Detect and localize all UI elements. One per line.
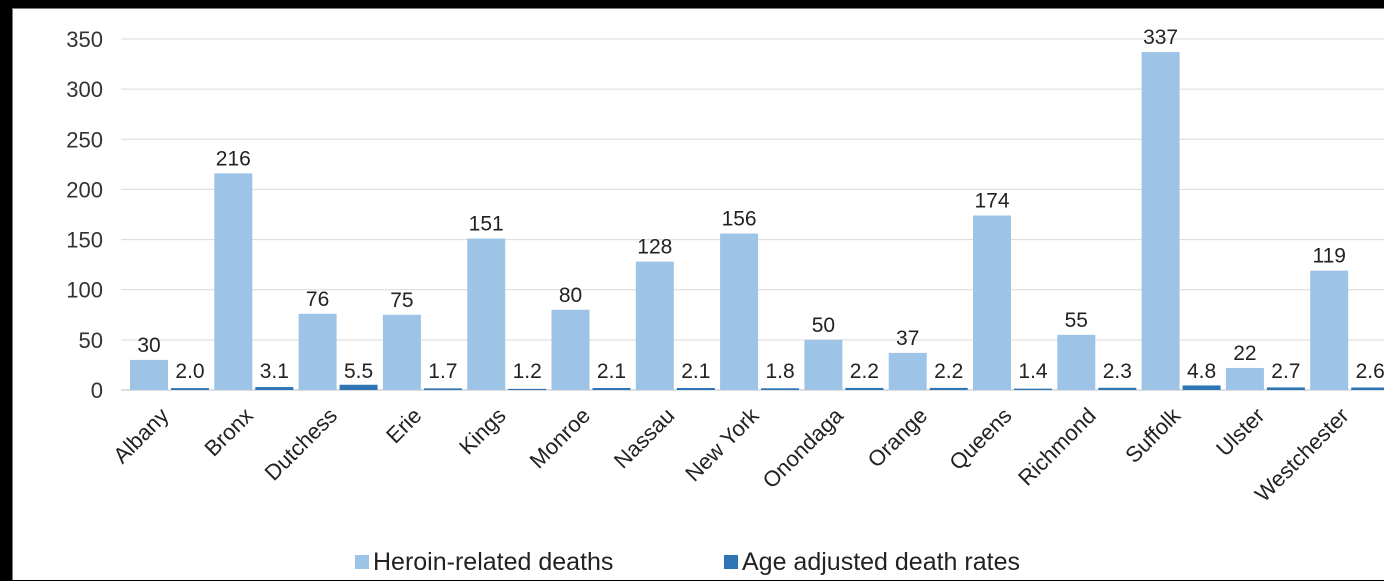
bar-heroin-deaths	[383, 315, 421, 390]
data-label-heroin-deaths: 76	[306, 288, 329, 311]
data-label-death-rate: 2.7	[1271, 360, 1300, 383]
data-label-death-rate: 2.6	[1356, 360, 1384, 383]
data-label-death-rate: 2.2	[934, 360, 963, 383]
bar-heroin-deaths	[1226, 368, 1264, 390]
y-tick-label: 0	[91, 378, 103, 403]
bar-heroin-deaths	[973, 216, 1011, 390]
bar-heroin-deaths	[467, 239, 505, 390]
x-category-label: Erie	[381, 403, 426, 448]
bar-death-rate	[171, 388, 209, 390]
bar-heroin-deaths	[1310, 271, 1348, 390]
data-label-heroin-deaths: 151	[469, 213, 504, 236]
data-label-heroin-deaths: 119	[1312, 245, 1345, 268]
data-label-death-rate: 2.2	[850, 360, 879, 383]
bar-heroin-deaths	[299, 314, 337, 390]
bar-death-rate	[1014, 389, 1052, 390]
legend-label-heroin-deaths: Heroin-related deaths	[373, 548, 613, 576]
bar-death-rate	[340, 385, 378, 390]
chart-panel: 0 50 100 150 200 250 300 350 30 2.0 216 3.1 76 5.5 75…	[12, 8, 1384, 580]
data-label-heroin-deaths: 156	[722, 208, 757, 231]
bar-death-rate	[677, 388, 715, 390]
bar-death-rate	[1098, 388, 1136, 390]
data-label-heroin-deaths: 216	[216, 147, 251, 170]
data-label-death-rate: 1.7	[428, 360, 457, 383]
x-category-label: Onondaga	[758, 402, 849, 493]
bar-heroin-deaths	[636, 262, 674, 390]
bar-death-rate	[1351, 388, 1384, 390]
x-category-label: Ulster	[1211, 403, 1269, 461]
y-tick-label: 250	[66, 127, 103, 152]
x-category-label: Queens	[944, 403, 1016, 475]
data-label-death-rate: 5.5	[344, 360, 373, 383]
bar-heroin-deaths	[889, 353, 927, 390]
bar-heroin-deaths	[804, 340, 842, 390]
bar-death-rate	[761, 388, 799, 390]
data-label-heroin-deaths: 174	[974, 190, 1009, 213]
bar-heroin-deaths	[130, 360, 168, 390]
data-label-heroin-deaths: 22	[1233, 342, 1256, 365]
data-label-heroin-deaths: 75	[390, 289, 413, 312]
bar-death-rate	[508, 389, 546, 390]
data-label-heroin-deaths: 30	[137, 334, 160, 357]
x-category-label: Richmond	[1013, 403, 1101, 491]
data-label-death-rate: 1.2	[513, 360, 542, 383]
bar-death-rate	[1267, 387, 1305, 390]
bar-death-rate	[930, 388, 968, 390]
data-label-heroin-deaths: 128	[637, 236, 672, 259]
y-tick-label: 150	[66, 228, 103, 253]
bar-death-rate	[593, 388, 631, 390]
bar-death-rate	[1183, 385, 1221, 390]
x-category-label: Orange	[863, 403, 933, 473]
data-label-heroin-deaths: 337	[1143, 26, 1178, 49]
x-category-label: Bronx	[200, 403, 258, 461]
bar-death-rate	[845, 388, 883, 390]
bar-heroin-deaths	[1142, 52, 1180, 390]
data-label-heroin-deaths: 50	[812, 314, 835, 337]
y-tick-label: 300	[66, 77, 103, 102]
legend-label-death-rates: Age adjusted death rates	[742, 548, 1020, 576]
data-label-death-rate: 2.1	[597, 360, 626, 383]
bar-heroin-deaths	[720, 234, 758, 390]
bar-heroin-deaths	[214, 173, 252, 390]
data-label-death-rate: 2.0	[175, 360, 204, 383]
legend-swatch-death-rates	[724, 555, 738, 569]
x-category-label: Dutchess	[260, 403, 343, 486]
y-tick-label: 200	[66, 177, 103, 202]
y-tick-label: 350	[66, 27, 103, 52]
y-axis: 0 50 100 150 200 250 300 350	[66, 27, 103, 403]
bar-chart: 0 50 100 150 200 250 300 350 30 2.0 216 3.1 76 5.5 75…	[13, 9, 1384, 581]
legend-swatch-heroin-deaths	[355, 555, 369, 569]
data-label-death-rate: 4.8	[1187, 360, 1216, 383]
data-label-death-rate: 3.1	[260, 360, 289, 383]
bar-death-rate	[424, 388, 462, 390]
x-axis: Albany Bronx Dutchess Erie Kings Monroe Nassau…	[108, 402, 1353, 507]
x-category-label: Albany	[108, 403, 173, 468]
data-label-heroin-deaths: 80	[559, 284, 582, 307]
legend: Heroin-related deaths Age adjusted death…	[355, 548, 1020, 576]
data-label-heroin-deaths: 37	[896, 327, 919, 350]
y-tick-label: 50	[79, 328, 103, 353]
bars	[130, 52, 1384, 390]
y-tick-label: 100	[66, 278, 103, 303]
data-label-heroin-deaths: 55	[1065, 309, 1088, 332]
x-category-label: Suffolk	[1120, 402, 1186, 468]
data-label-death-rate: 1.4	[1018, 360, 1048, 383]
x-category-label: Kings	[454, 403, 511, 460]
x-category-label: Nassau	[609, 403, 679, 473]
bar-heroin-deaths	[552, 310, 590, 390]
data-label-death-rate: 1.8	[765, 360, 794, 383]
x-category-label: New York	[680, 402, 764, 486]
bar-heroin-deaths	[1057, 335, 1095, 390]
data-label-death-rate: 2.3	[1103, 360, 1132, 383]
data-label-death-rate: 2.1	[681, 360, 710, 383]
x-category-label: Monroe	[525, 403, 595, 473]
bar-death-rate	[255, 387, 293, 390]
